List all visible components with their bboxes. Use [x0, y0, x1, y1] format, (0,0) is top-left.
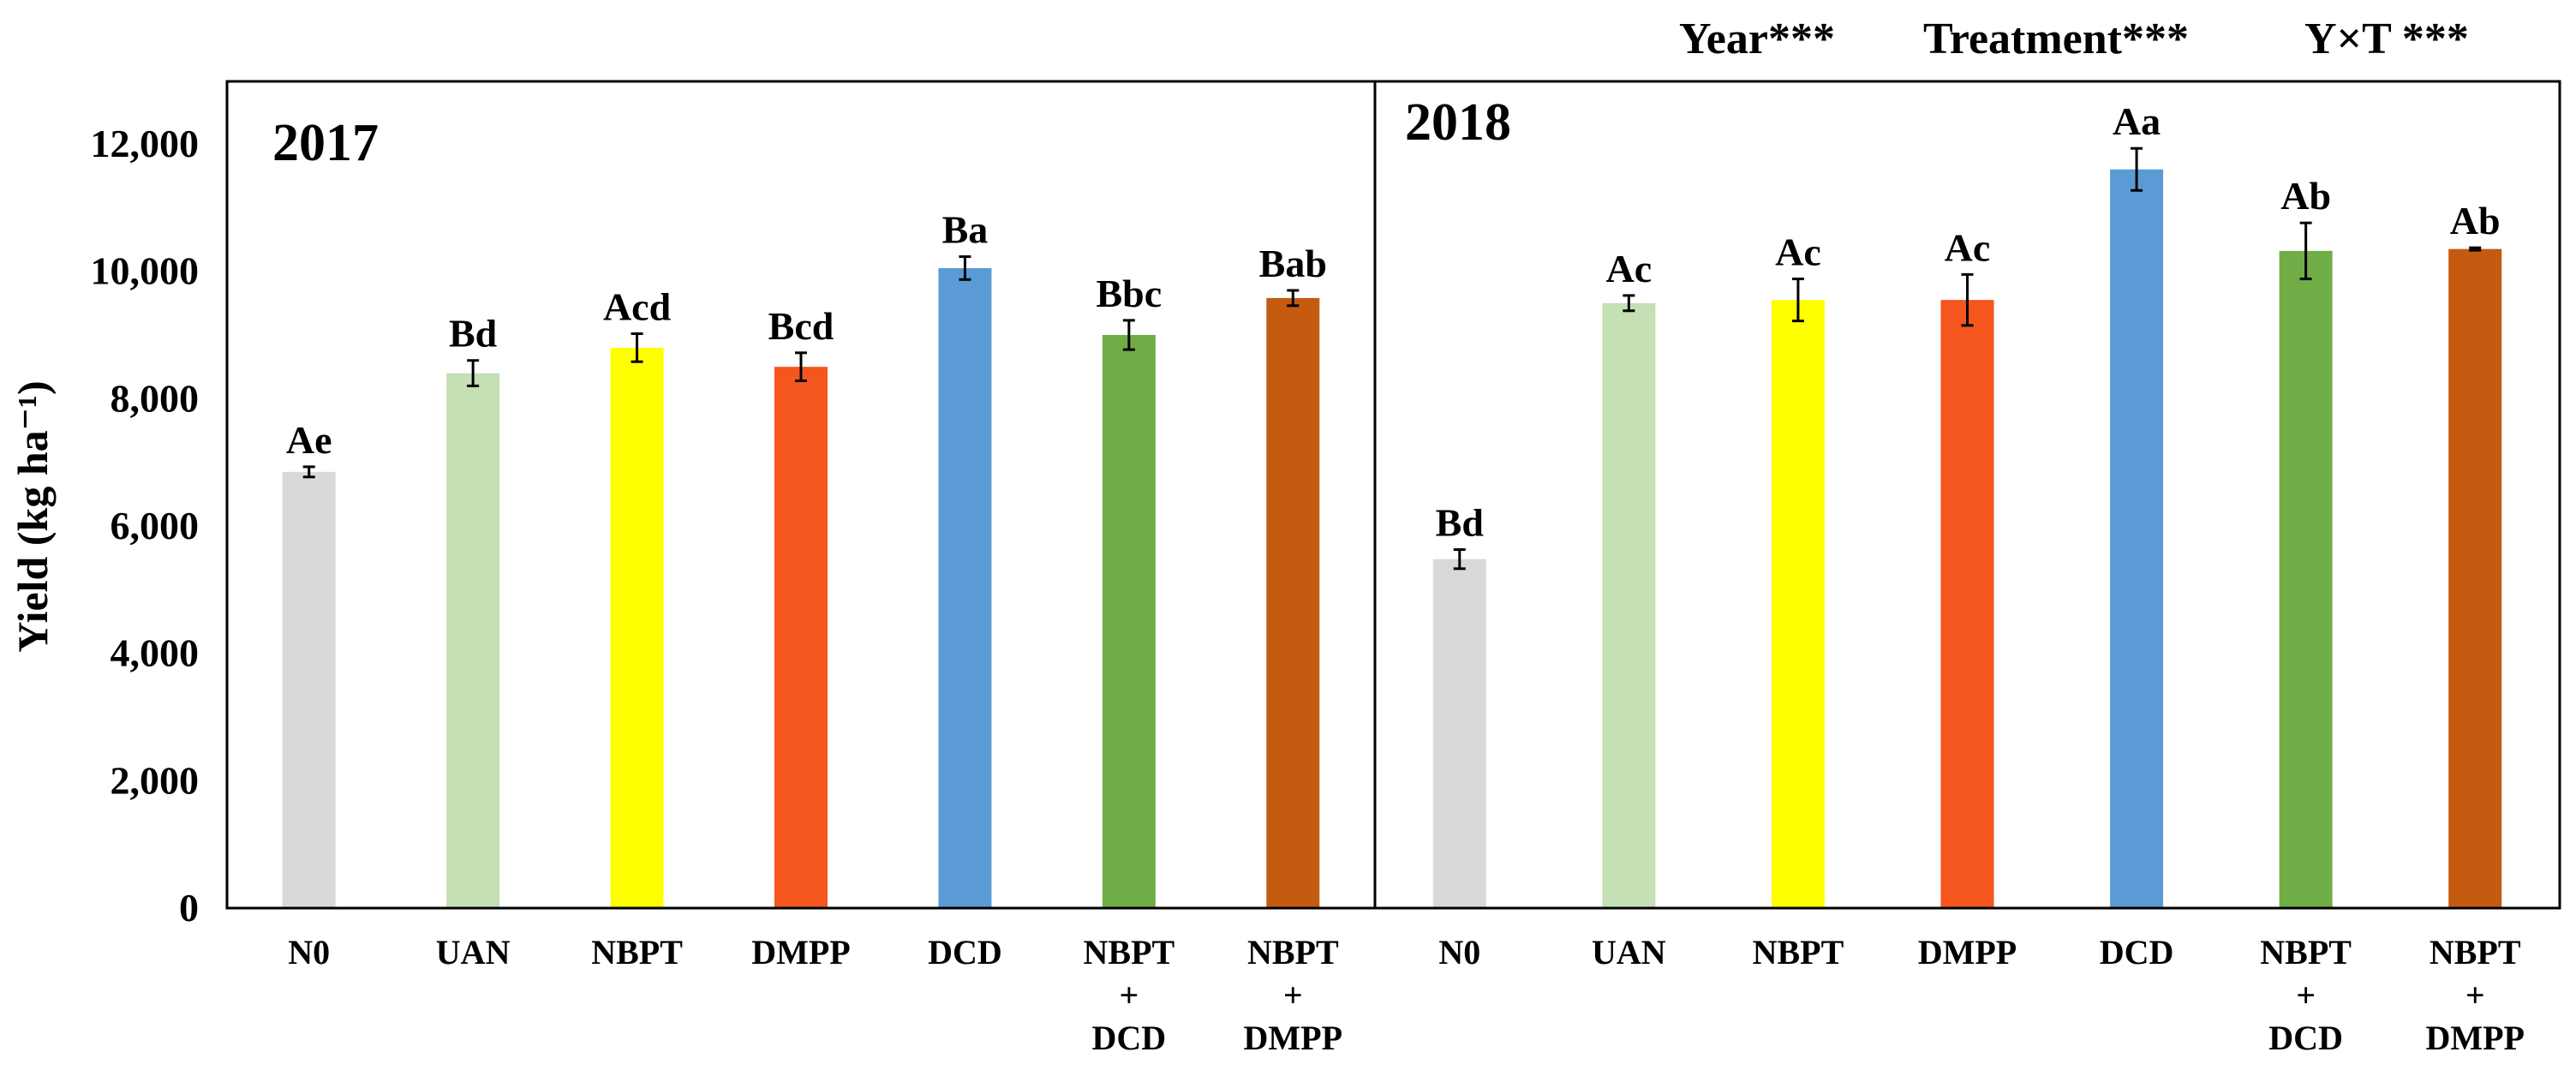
- significance-letter-label: Bab: [1259, 242, 1327, 285]
- panel-title-2018: 2018: [1405, 93, 1511, 152]
- bar-2017-n0: [282, 471, 336, 908]
- x-category-label: DMPP: [1244, 1019, 1343, 1057]
- panel-title-2017: 2017: [272, 114, 379, 172]
- significance-letter-label: Ba: [942, 208, 989, 252]
- x-category-label: +: [1119, 976, 1139, 1014]
- bar-2018-n0: [1432, 559, 1486, 908]
- y-axis-title: Yield (kg ha⁻¹): [9, 380, 57, 652]
- interaction-significance: Y×T ***: [2304, 15, 2469, 63]
- significance-letter-label: Acd: [603, 285, 672, 329]
- x-category-label: DMPP: [751, 933, 851, 971]
- significance-letter-label: Ac: [1945, 225, 1991, 269]
- x-category-label: DCD: [2268, 1019, 2343, 1057]
- y-axis-title-text: Yield (kg ha⁻¹): [9, 380, 57, 652]
- treatment-significance: Treatment***: [1923, 15, 2189, 63]
- x-category-label: NBPT: [2260, 933, 2352, 971]
- x-category-label: N0: [1438, 933, 1480, 971]
- x-category-label: NBPT: [1084, 933, 1175, 971]
- x-category-label: DCD: [1092, 1019, 1167, 1057]
- x-category-label: N0: [288, 933, 330, 971]
- x-category-label: +: [2296, 976, 2316, 1014]
- x-category-label: DCD: [2100, 933, 2174, 971]
- y-tick-label: 4,000: [111, 631, 200, 675]
- bar-2018-uan: [1602, 302, 1656, 908]
- y-tick-label: 10,000: [91, 249, 200, 293]
- significance-letter-label: Bcd: [768, 304, 834, 348]
- y-tick-label: 0: [179, 886, 199, 930]
- x-category-label: DMPP: [2425, 1019, 2525, 1057]
- panel-2018: Bd N0 Ac UAN Ac NBPT Ac DMPP Aa DCD Ab NBPT + DCD Ab NB…: [1432, 99, 2525, 1057]
- bar-2018-dcd: [2110, 169, 2164, 908]
- significance-letter-label: Aa: [2113, 99, 2161, 143]
- bar-2017-nbpt-dcd: [1102, 335, 1156, 908]
- x-category-label: +: [2465, 976, 2485, 1014]
- significance-letter-label: Bd: [449, 312, 498, 356]
- x-category-label: NBPT: [1753, 933, 1844, 971]
- bar-2018-nbpt-dcd: [2279, 250, 2333, 908]
- significance-letter-label: Ac: [1606, 247, 1653, 290]
- bar-2017-uan: [446, 373, 500, 909]
- significance-letter-label: Ae: [286, 418, 332, 462]
- bar-2017-nbpt-dmpp: [1266, 297, 1320, 908]
- x-category-label: UAN: [1592, 933, 1666, 971]
- bar-2017-nbpt: [610, 347, 664, 908]
- bar-2017-dmpp: [774, 367, 828, 909]
- significance-letter-label: Bbc: [1097, 272, 1162, 315]
- y-tick-label: 6,000: [111, 504, 200, 547]
- x-category-label: UAN: [436, 933, 511, 971]
- x-category-label: DMPP: [1918, 933, 2017, 971]
- significance-letter-label: Ab: [2450, 199, 2501, 242]
- x-category-label: DCD: [928, 933, 1002, 971]
- panel-2017: Ae N0 Bd UAN Acd NBPT Bcd DMPP Ba DCD Bbc NBPT + DCD B…: [282, 208, 1343, 1057]
- y-tick-label: 2,000: [111, 758, 200, 802]
- x-category-label: +: [1283, 976, 1303, 1014]
- x-category-label: NBPT: [2430, 933, 2521, 971]
- plot-frame-2018: [1373, 80, 2561, 910]
- y-tick-label: 12,000: [91, 122, 200, 165]
- bar-2018-nbpt-dmpp: [2448, 248, 2502, 908]
- year-significance: Year***: [1679, 15, 1835, 63]
- y-axis-ticks: 0 2,000 4,000 6,000 8,000 10,000 12,000: [91, 122, 200, 930]
- x-category-label: NBPT: [591, 933, 683, 971]
- y-tick-label: 8,000: [111, 376, 200, 420]
- significance-letter-label: Ab: [2280, 174, 2331, 218]
- significance-letter-label: Ac: [1775, 230, 1821, 274]
- bar-2018-dmpp: [1940, 300, 1994, 908]
- significance-letter-label: Bd: [1436, 501, 1485, 545]
- x-category-label: NBPT: [1247, 933, 1339, 971]
- bar-2018-nbpt: [1771, 300, 1825, 908]
- bar-2017-dcd: [938, 267, 992, 908]
